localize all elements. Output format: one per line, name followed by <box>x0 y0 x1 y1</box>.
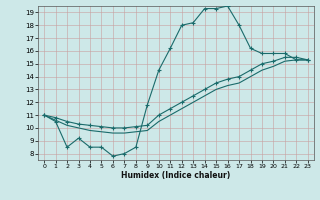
X-axis label: Humidex (Indice chaleur): Humidex (Indice chaleur) <box>121 171 231 180</box>
